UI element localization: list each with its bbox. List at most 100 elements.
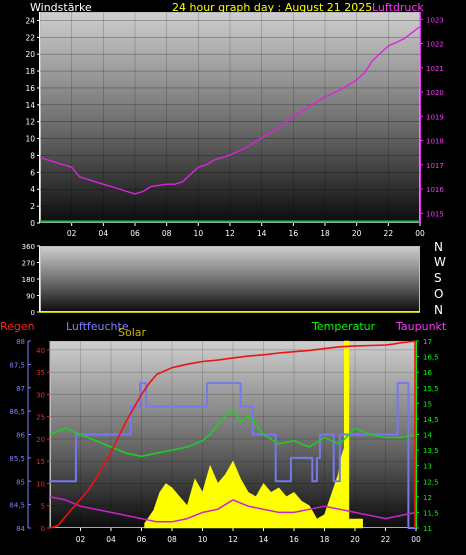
chart-title: 24 hour graph day : August 21 2025 [172,1,373,14]
humidity-tick-label: 87 [16,385,25,393]
humidity-tick-label: 84,5 [9,502,25,510]
top-left-tick-label: 6 [30,168,35,177]
top-x-tick-label: 18 [320,229,330,238]
humidity-tick-label: 86,5 [9,408,25,416]
bottom-x-tick-label: 20 [350,535,360,544]
top-x-tick-label: 14 [257,229,267,238]
compass-south: S [434,271,442,285]
temperature-tick-label: 15 [423,400,432,408]
humidity-tick-label: 85 [16,478,25,486]
rain-tick-label: 40 [36,347,45,355]
top-left-tick-label: 16 [25,84,35,93]
top-x-tick-label: 06 [130,229,140,238]
bottom-x-tick-label: 16 [289,535,299,544]
bottom-x-tick-label: 08 [167,535,177,544]
bottom-x-tick-label: 06 [137,535,147,544]
bottom-x-tick-label: 22 [381,535,391,544]
rain-tick-label: 15 [36,458,45,466]
humidity-label: Luftfeuchte [66,320,129,333]
bottom-x-tick-label: 04 [106,535,116,544]
pressure-label: Luftdruck [372,1,424,14]
top-left-tick-label: 18 [25,67,35,76]
top-x-tick-label: 02 [67,229,77,238]
top-left-tick-label: 2 [30,202,35,211]
temperature-tick-label: 14,5 [423,416,439,424]
top-plot-area-border [40,12,420,223]
top-right-tick-label: 1015 [426,210,444,218]
temperature-tick-label: 17 [423,338,432,346]
temperature-tick-label: 11 [423,525,432,533]
top-left-tick-label: 8 [30,151,35,160]
top-left-tick-label: 14 [25,101,35,110]
rain-tick-label: 20 [36,436,45,444]
compass-north-top: N [434,240,443,254]
solar-label: Solar [118,326,147,339]
top-x-tick-label: 16 [289,229,299,238]
humidity-line [50,382,416,529]
rain-tick-label: 25 [36,414,45,422]
top-x-tick-label: 22 [384,229,394,238]
rain-tick-label: 10 [36,480,45,488]
temperature-tick-label: 12,5 [423,478,439,486]
humidity-tick-label: 87,5 [9,361,25,369]
bottom-x-tick-label: 02 [76,535,86,544]
temperature-tick-label: 12 [423,494,432,502]
top-right-tick-label: 1019 [426,113,444,121]
top-right-tick-label: 1022 [426,41,444,49]
direction-tick-label: 90 [26,293,35,301]
direction-tick-label: 0 [31,309,35,317]
bottom-x-tick-label: 10 [198,535,208,544]
top-left-tick-label: 10 [25,135,35,144]
top-left-tick-label: 12 [25,118,35,127]
top-right-tick-label: 1020 [426,89,444,97]
top-x-tick-label: 10 [194,229,204,238]
temperature-tick-label: 15,5 [423,385,439,393]
rain-label: Regen [0,320,35,333]
bottom-x-tick-label: 00 [411,535,421,544]
compass-east: O [434,287,444,301]
rain-tick-label: 0 [41,525,45,533]
direction-tick-label: 270 [22,260,35,268]
pressure-line [39,26,421,195]
dewpoint-label: Taupunkt [396,320,447,333]
humidity-tick-label: 86 [16,432,25,440]
compass-north-bottom: N [434,303,443,317]
temperature-tick-label: 13 [423,463,432,471]
temperature-tick-label: 13,5 [423,447,439,455]
top-left-tick-label: 22 [25,33,35,42]
temperature-tick-label: 14 [423,432,432,440]
temperature-label: Temperatur [312,320,376,333]
top-left-tick-label: 4 [30,185,35,194]
top-x-tick-label: 04 [99,229,109,238]
direction-tick-label: 180 [22,276,35,284]
compass-west: W [434,255,446,269]
bottom-x-tick-label: 14 [259,535,269,544]
top-plot-area [40,12,420,223]
temperature-tick-label: 16,5 [423,354,439,362]
rain-tick-label: 35 [36,369,45,377]
top-left-tick-label: 24 [25,16,35,25]
wind-speed-label: Windstärke [30,1,92,14]
temperature-tick-label: 16 [423,369,432,377]
temperature-tick-label: 11,5 [423,509,439,517]
direction-plot-area [40,246,420,312]
top-right-tick-label: 1016 [426,186,444,194]
temperature-line [49,408,417,458]
top-x-tick-label: 12 [225,229,235,238]
top-left-tick-label: 20 [25,50,35,59]
humidity-tick-label: 85,5 [9,455,25,463]
top-right-tick-label: 1018 [426,138,444,146]
top-left-tick-label: 0 [30,219,35,228]
top-x-tick-label: 08 [162,229,172,238]
rain-tick-label: 5 [41,503,45,511]
humidity-tick-label: 88 [16,338,25,346]
top-right-tick-label: 1021 [426,65,444,73]
rain-tick-label: 30 [36,391,45,399]
top-right-tick-label: 1017 [426,162,444,170]
bottom-x-tick-label: 12 [228,535,238,544]
bottom-x-tick-label: 18 [320,535,330,544]
rain-line [49,340,417,529]
humidity-tick-label: 84 [16,525,25,533]
top-right-tick-label: 1023 [426,16,444,24]
